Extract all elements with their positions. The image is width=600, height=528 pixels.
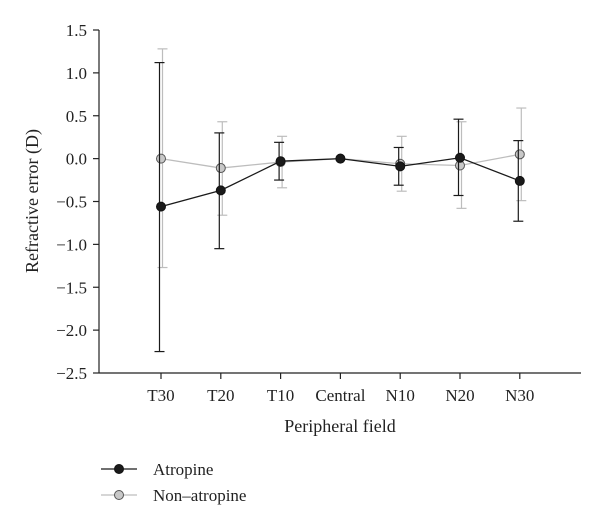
x-tick-label: Central [315, 386, 365, 405]
data-point [395, 161, 406, 172]
y-tick-label: 1.5 [66, 21, 87, 40]
legend-marker [114, 490, 124, 500]
y-tick-label: −1.5 [56, 278, 87, 297]
x-tick-label: N10 [386, 386, 415, 405]
y-tick-label: −0.5 [56, 193, 87, 212]
y-tick-label: 0.5 [66, 107, 87, 126]
data-point [215, 163, 226, 174]
data-point [514, 149, 525, 160]
x-tick-label: N30 [505, 386, 534, 405]
legend-marker [114, 464, 124, 474]
plot-area [154, 48, 527, 353]
legend-label: Non–atropine [153, 486, 246, 505]
x-axis: T30 T20 T10 Central N10 N20 N30 [99, 372, 581, 405]
y-axis: 1.5 1.0 0.5 0.0 −0.5 −1.0 −1.5 −2.0 −2.5 [56, 21, 100, 383]
y-tick-label: 1.0 [66, 64, 87, 83]
y-tick-label: −2.5 [56, 364, 87, 383]
x-tick-label: T30 [147, 386, 174, 405]
data-point [275, 156, 286, 167]
data-point [156, 153, 166, 164]
data-point [514, 175, 525, 186]
legend-label: Atropine [153, 460, 213, 479]
legend: Atropine Non–atropine [101, 460, 246, 505]
y-tick-label: −2.0 [56, 321, 87, 340]
y-tick-label: −1.0 [56, 235, 87, 254]
data-point [156, 201, 166, 212]
x-axis-title: Peripheral field [284, 416, 395, 436]
x-tick-label: N20 [445, 386, 474, 405]
y-axis-title: Refractive error (D) [22, 129, 43, 273]
series-atropine [154, 61, 525, 353]
data-point [455, 152, 465, 163]
data-point [215, 185, 226, 196]
series-line [160, 157, 521, 208]
x-tick-label: T10 [267, 386, 294, 405]
x-tick-label: T20 [207, 386, 234, 405]
data-point [335, 153, 346, 164]
y-tick-label: 0.0 [66, 150, 87, 169]
